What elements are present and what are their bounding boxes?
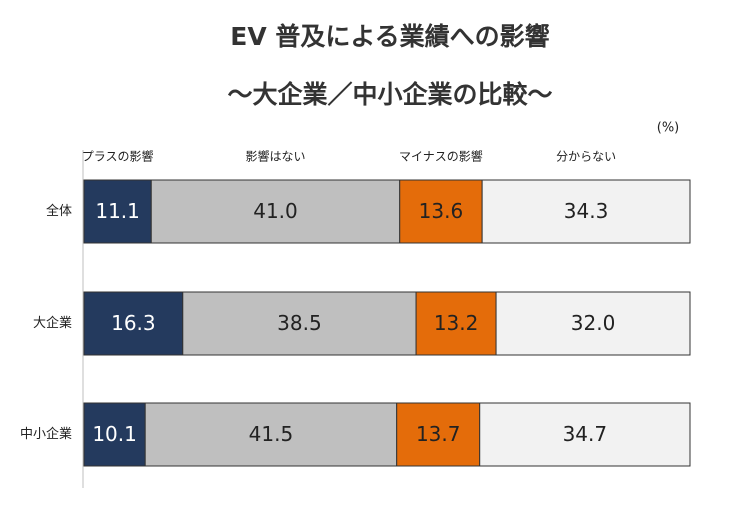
- data-label: 13.2: [434, 311, 479, 335]
- bar-segment: [144, 402, 398, 467]
- legend-label: 影響はない: [245, 149, 305, 164]
- y-tick-label: 大企業: [33, 315, 72, 331]
- data-label: 10.1: [92, 422, 137, 446]
- data-label: 16.3: [111, 311, 156, 335]
- chart-subtitle: ～大企業／中小企業の比較～: [227, 80, 552, 109]
- data-label: 11.1: [95, 199, 140, 223]
- bar-segment: [83, 402, 146, 467]
- bar-segment: [399, 179, 483, 244]
- legend-label: マイナスの影響: [399, 149, 483, 164]
- data-label: 34.3: [564, 199, 609, 223]
- data-label: 41.5: [249, 422, 294, 446]
- bar-segment: [396, 402, 481, 467]
- y-tick-label: 全体: [46, 203, 72, 219]
- bar-segment: [182, 291, 417, 356]
- bar-segment: [150, 179, 401, 244]
- data-label: 38.5: [277, 311, 322, 335]
- data-label: 32.0: [571, 311, 616, 335]
- legend-label: 分からない: [556, 150, 616, 164]
- bar-segment: [479, 402, 691, 467]
- bar-segment: [495, 291, 691, 356]
- y-tick-label: 中小企業: [20, 426, 72, 442]
- unit-label: (%): [657, 121, 680, 136]
- data-label: 41.0: [253, 199, 298, 223]
- data-label: 13.6: [419, 199, 464, 223]
- data-label: 13.7: [416, 422, 461, 446]
- bar-segment: [481, 179, 691, 244]
- data-label: 34.7: [563, 422, 608, 446]
- chart-title: EV 普及による業績への影響: [230, 22, 549, 51]
- legend-label: プラスの影響: [82, 149, 154, 164]
